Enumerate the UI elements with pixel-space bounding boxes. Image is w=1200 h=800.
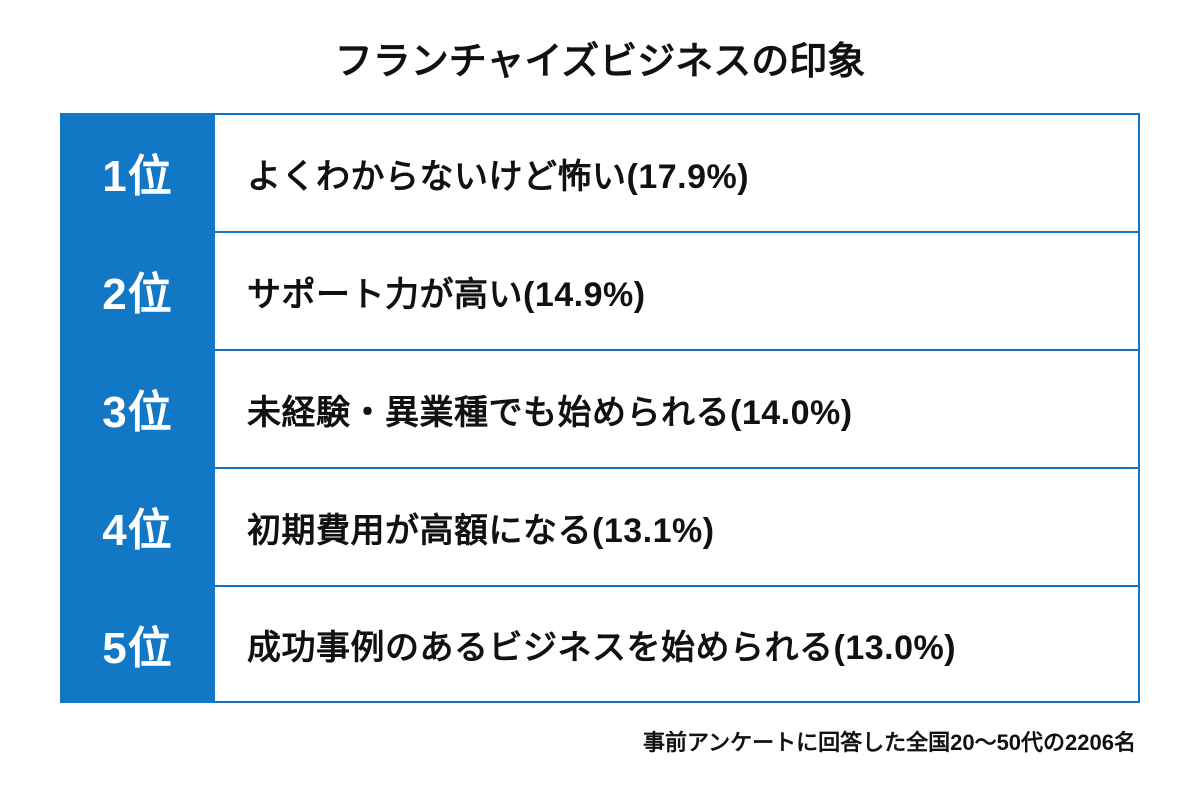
rank-cell: 3位 xyxy=(60,349,215,467)
table-row: 3位 未経験・異業種でも始められる(14.0%) xyxy=(60,349,1140,467)
description-cell: 初期費用が高額になる(13.1%) xyxy=(215,467,1140,585)
chart-title: フランチャイズビジネスの印象 xyxy=(335,30,865,85)
description-cell: よくわからないけど怖い(17.9%) xyxy=(215,113,1140,231)
ranking-table: 1位 よくわからないけど怖い(17.9%) 2位 サポート力が高い(14.9%)… xyxy=(60,113,1140,703)
table-row: 1位 よくわからないけど怖い(17.9%) xyxy=(60,113,1140,231)
footnote-text: 事前アンケートに回答した全国20～50代の2206名 xyxy=(60,725,1140,757)
rank-cell: 1位 xyxy=(60,113,215,231)
table-row: 4位 初期費用が高額になる(13.1%) xyxy=(60,467,1140,585)
description-cell: 成功事例のあるビジネスを始められる(13.0%) xyxy=(215,585,1140,703)
rank-cell: 5位 xyxy=(60,585,215,703)
rank-cell: 2位 xyxy=(60,231,215,349)
table-row: 2位 サポート力が高い(14.9%) xyxy=(60,231,1140,349)
rank-cell: 4位 xyxy=(60,467,215,585)
description-cell: 未経験・異業種でも始められる(14.0%) xyxy=(215,349,1140,467)
table-row: 5位 成功事例のあるビジネスを始められる(13.0%) xyxy=(60,585,1140,703)
description-cell: サポート力が高い(14.9%) xyxy=(215,231,1140,349)
